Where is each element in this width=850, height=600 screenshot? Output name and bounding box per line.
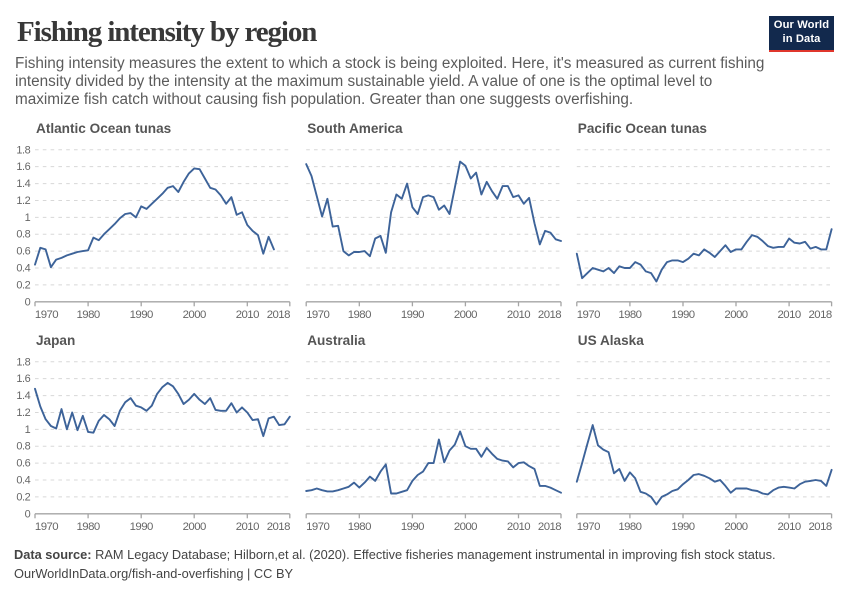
svg-text:0.2: 0.2 xyxy=(16,279,30,291)
svg-text:2018: 2018 xyxy=(538,309,561,321)
svg-text:1980: 1980 xyxy=(618,521,641,533)
svg-text:1.6: 1.6 xyxy=(16,161,30,173)
svg-text:1.2: 1.2 xyxy=(16,407,30,419)
svg-text:Atlantic Ocean tunas: Atlantic Ocean tunas xyxy=(36,121,171,136)
svg-text:0: 0 xyxy=(25,508,31,520)
svg-text:US Alaska: US Alaska xyxy=(578,333,644,348)
svg-text:South America: South America xyxy=(307,121,403,136)
svg-text:Japan: Japan xyxy=(36,333,75,348)
svg-text:1: 1 xyxy=(25,212,31,224)
svg-text:1.4: 1.4 xyxy=(16,390,30,402)
svg-text:2018: 2018 xyxy=(267,521,290,533)
svg-text:2010: 2010 xyxy=(778,521,801,533)
svg-text:2000: 2000 xyxy=(183,521,206,533)
svg-text:0.6: 0.6 xyxy=(16,246,30,258)
svg-text:2010: 2010 xyxy=(236,309,259,321)
svg-text:1.8: 1.8 xyxy=(16,144,30,156)
svg-text:0.4: 0.4 xyxy=(16,263,30,275)
svg-text:0.6: 0.6 xyxy=(16,458,30,470)
svg-text:1980: 1980 xyxy=(348,521,371,533)
svg-text:1990: 1990 xyxy=(671,309,694,321)
svg-text:0.8: 0.8 xyxy=(16,229,30,241)
svg-text:1970: 1970 xyxy=(35,309,58,321)
svg-text:1.4: 1.4 xyxy=(16,178,30,190)
svg-text:1970: 1970 xyxy=(306,309,329,321)
svg-text:1.8: 1.8 xyxy=(16,356,30,368)
svg-text:1.6: 1.6 xyxy=(16,373,30,385)
svg-text:1990: 1990 xyxy=(130,521,153,533)
svg-text:2010: 2010 xyxy=(778,309,801,321)
svg-text:0.2: 0.2 xyxy=(16,491,30,503)
svg-text:1980: 1980 xyxy=(618,309,641,321)
svg-text:1990: 1990 xyxy=(671,521,694,533)
svg-text:1970: 1970 xyxy=(306,521,329,533)
svg-text:2000: 2000 xyxy=(454,521,477,533)
svg-text:1: 1 xyxy=(25,424,31,436)
svg-text:2018: 2018 xyxy=(809,309,832,321)
svg-text:1970: 1970 xyxy=(577,521,600,533)
svg-text:1990: 1990 xyxy=(401,309,424,321)
svg-text:1980: 1980 xyxy=(348,309,371,321)
svg-text:2000: 2000 xyxy=(454,309,477,321)
svg-text:0.4: 0.4 xyxy=(16,475,30,487)
svg-text:Pacific Ocean tunas: Pacific Ocean tunas xyxy=(578,121,707,136)
svg-text:2010: 2010 xyxy=(507,309,530,321)
svg-text:2000: 2000 xyxy=(724,309,747,321)
svg-text:2010: 2010 xyxy=(507,521,530,533)
svg-text:1990: 1990 xyxy=(401,521,424,533)
svg-text:2000: 2000 xyxy=(183,309,206,321)
svg-text:1.2: 1.2 xyxy=(16,195,30,207)
svg-text:2018: 2018 xyxy=(267,309,290,321)
svg-text:1990: 1990 xyxy=(130,309,153,321)
svg-text:2000: 2000 xyxy=(724,521,747,533)
svg-text:1970: 1970 xyxy=(577,309,600,321)
svg-text:1980: 1980 xyxy=(77,309,100,321)
svg-text:2018: 2018 xyxy=(538,521,561,533)
svg-text:1980: 1980 xyxy=(77,521,100,533)
svg-text:2018: 2018 xyxy=(809,521,832,533)
svg-text:Australia: Australia xyxy=(307,333,366,348)
svg-text:0.8: 0.8 xyxy=(16,441,30,453)
svg-text:1970: 1970 xyxy=(35,521,58,533)
svg-text:2010: 2010 xyxy=(236,521,259,533)
svg-text:0: 0 xyxy=(25,296,31,308)
